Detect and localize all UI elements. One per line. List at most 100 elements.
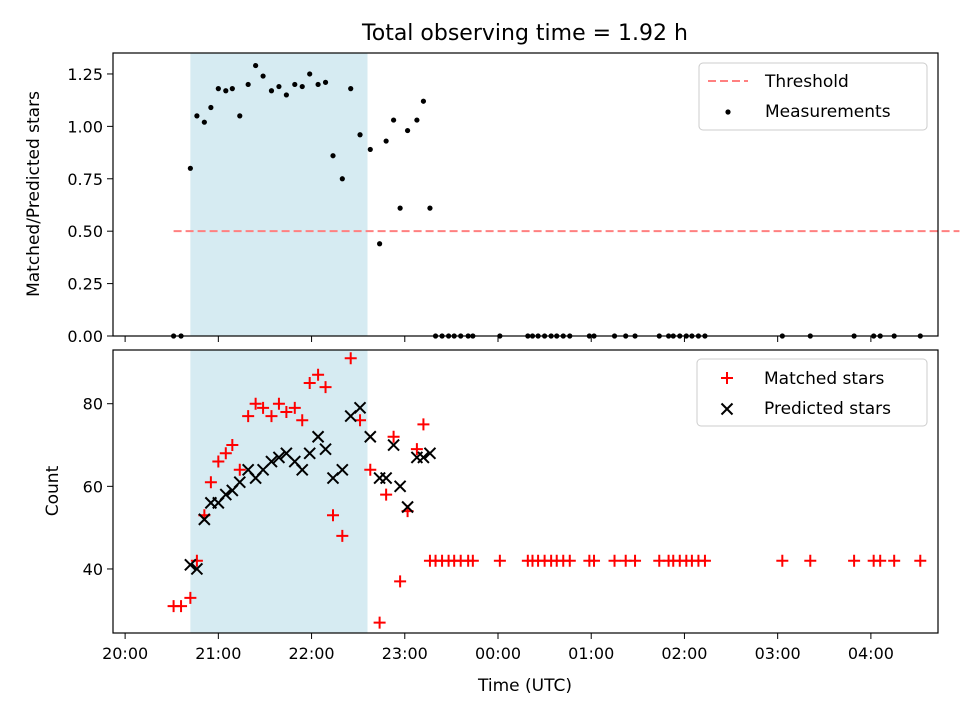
measurement-point [299,83,305,90]
measurement-point [377,241,383,247]
measurement-point [187,165,193,171]
predicted-star-point [296,463,309,477]
matched-star-point [608,554,621,567]
x-tick-label: 02:00 [661,644,707,663]
matched-star-point [588,554,601,567]
legend-threshold-label: Threshold [764,72,849,92]
chart-title: Total observing time = 1.92 h [361,21,688,46]
bottom-y-axis-label: Count [43,465,63,516]
matched-star-point [417,418,430,431]
matched-star-point [914,554,927,567]
measurement-point [322,79,329,85]
legend-measurements-swatch [725,109,731,115]
matched-star-point [312,368,325,381]
predicted-star-point [303,447,316,460]
measurement-point [357,132,363,138]
x-tick-label: 01:00 [568,644,614,663]
top-y-tick-label: 0.50 [67,222,103,241]
bottom-legend: Matched stars Predicted stars [696,358,928,427]
predicted-star-point [198,513,211,526]
measurement-point [404,127,411,134]
bottom-y-tick-label: 80 [83,395,103,414]
measurement-point [348,86,354,92]
measurement-point [390,117,397,123]
top-y-tick-label: 0.25 [67,275,103,294]
matched-star-point [848,554,861,567]
matched-star-point [319,381,332,394]
top-legend: Threshold Measurements [698,62,928,131]
matched-star-point [776,554,789,567]
matched-star-point [888,554,901,567]
measurement-point [420,98,427,104]
predicted-star-point [233,475,246,489]
matched-star-point [410,443,423,456]
bottom-axes-frame [112,349,939,634]
matched-star-point [184,591,197,604]
top-panel: 0.00 0.25 0.50 0.75 1.00 1.25 Threshold Measure… [67,52,960,346]
measurement-point [215,86,221,92]
matched-star-point [242,410,255,423]
x-tick-label: 20:00 [102,644,148,663]
matched-star-point [175,600,188,613]
measurement-point [292,81,298,88]
matched-star-point [303,377,316,390]
measurement-point [253,62,259,69]
matched-star-point [265,410,278,423]
x-tick-label: 04:00 [848,644,894,663]
x-tick-label: 21:00 [195,644,241,663]
x-tick-label: 22:00 [289,644,335,663]
measurement-point [229,86,235,92]
matched-star-point [387,430,400,443]
predicted-star-point [219,488,233,501]
measurement-point [276,83,282,90]
matched-star-point [336,529,349,542]
matched-star-point [804,554,817,567]
predicted-star-point [423,447,437,460]
bottom-shaded-span [190,350,368,633]
matched-star-point [204,476,217,489]
measurement-point [367,146,373,153]
top-y-axis-label: Matched/Predicted stars [24,91,44,297]
matched-star-point [296,414,309,427]
measurement-point [315,81,321,88]
bottom-y-tick-label: 40 [83,560,103,579]
predicted-star-point [272,451,286,464]
top-shaded-span [190,53,368,336]
measurement-point [414,117,420,123]
x-axis-label: Time (UTC) [477,676,572,696]
measurement-point [208,104,214,111]
measurement-point [237,113,243,119]
top-y-tick-label: 0.00 [67,327,103,346]
matched-star-point [344,352,357,365]
matched-star-point [219,447,232,460]
measurement-point [307,71,313,77]
matched-star-point [563,554,576,567]
matched-star-point [327,509,339,522]
matched-star-point [249,397,262,410]
matched-star-point [466,554,479,567]
matched-star-point [698,554,711,567]
matched-star-point [280,405,293,418]
matched-star-point [364,463,377,476]
x-tick-label: 23:00 [382,644,428,663]
predicted-star-point [336,463,349,477]
predicted-star-point [417,451,430,464]
matched-star-point [288,401,301,414]
top-legend-box [698,62,928,131]
measurement-point [268,88,275,94]
matched-star-point [226,439,239,452]
predicted-star-point [379,471,393,485]
predicted-star-point [387,438,400,452]
matched-star-point [394,575,407,588]
legend-predicted-swatch [720,402,734,416]
bottom-legend-box [696,358,928,427]
measurement-point [427,205,433,211]
measurement-point [397,205,403,211]
matched-star-point [629,554,642,567]
top-y-tick-label: 0.75 [67,170,103,189]
predicted-star-point [353,401,367,415]
predicted-star-point [265,455,278,468]
bottom-panel: 40 60 80 20:00 21:00 22:00 23:00 00:00 01:00 02:0… [83,349,939,663]
measurement-point [201,119,207,125]
